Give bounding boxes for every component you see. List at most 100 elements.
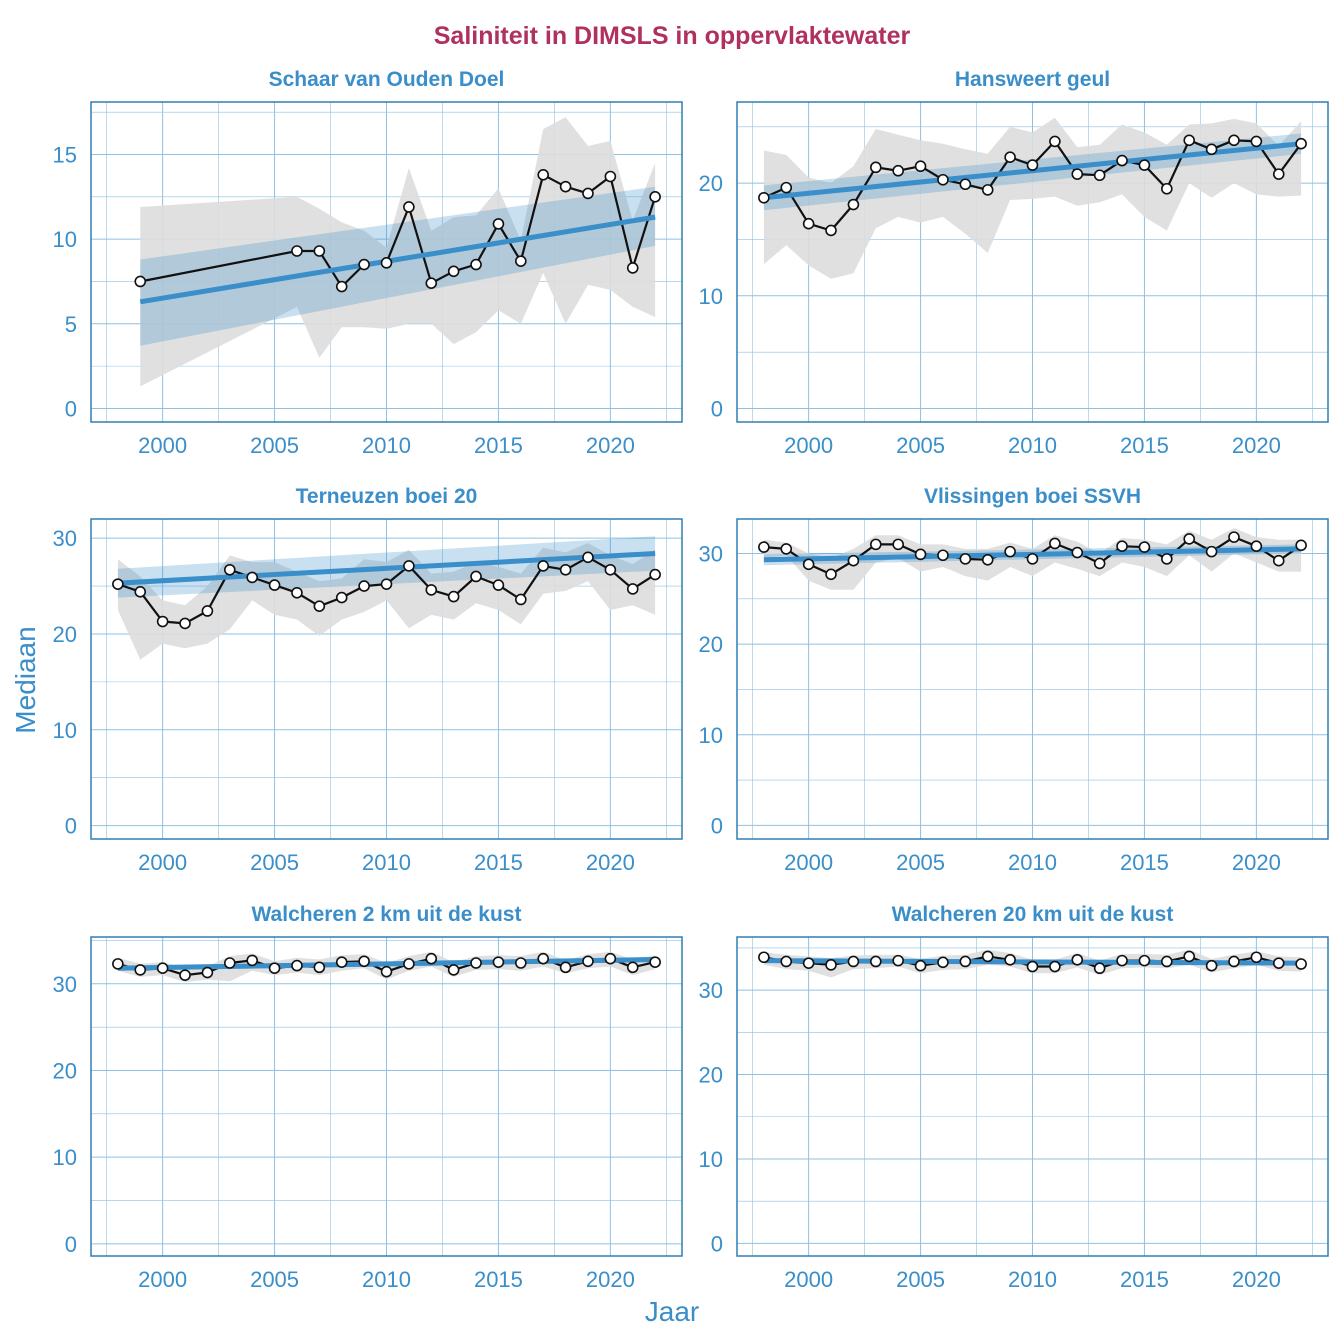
data-point xyxy=(649,956,661,968)
panel-title: Schaar van Ouden Doel xyxy=(269,68,505,91)
data-point xyxy=(134,275,147,288)
x-tick-label: 2010 xyxy=(362,850,411,875)
y-tick-label: 30 xyxy=(53,972,77,997)
x-tick-label: 2000 xyxy=(784,433,833,458)
data-point xyxy=(1183,950,1196,963)
data-point xyxy=(470,258,482,271)
x-tick-label: 2005 xyxy=(896,1267,945,1292)
data-point xyxy=(1049,537,1061,550)
data-point xyxy=(937,549,949,562)
data-point xyxy=(425,584,438,596)
data-point xyxy=(313,245,326,257)
data-point xyxy=(959,178,972,191)
data-point xyxy=(802,217,815,230)
data-point xyxy=(780,955,793,968)
y-tick-label: 20 xyxy=(53,622,77,647)
data-point xyxy=(825,959,837,971)
data-point xyxy=(179,969,191,981)
data-point xyxy=(559,563,572,576)
data-point xyxy=(335,280,348,293)
data-point xyxy=(492,218,505,230)
data-point xyxy=(1228,134,1240,147)
data-point xyxy=(403,560,415,572)
y-tick-label: 15 xyxy=(53,142,77,167)
y-tick-label: 0 xyxy=(711,396,723,421)
data-point xyxy=(582,187,594,200)
data-point xyxy=(1071,546,1084,559)
x-tick-label: 2020 xyxy=(586,850,635,875)
data-point xyxy=(1138,541,1151,553)
data-point xyxy=(358,955,370,968)
data-point xyxy=(470,957,482,969)
panel-frame xyxy=(90,101,683,423)
data-point xyxy=(1026,553,1039,565)
data-point xyxy=(626,262,639,274)
data-point xyxy=(1250,951,1263,964)
x-tick-label: 2020 xyxy=(1232,850,1281,875)
data-point xyxy=(981,950,994,963)
x-tick-label: 2020 xyxy=(586,1267,635,1292)
data-point xyxy=(959,955,972,968)
panel-1: Schaar van Ouden Doel 2000 2005 2010 2015 202… xyxy=(53,68,683,458)
data-point xyxy=(358,258,370,271)
data-point xyxy=(134,586,147,598)
x-tick-label: 2010 xyxy=(1008,1267,1057,1292)
y-tick-label: 30 xyxy=(699,978,723,1003)
data-point xyxy=(537,952,550,965)
data-point xyxy=(869,161,882,174)
data-point xyxy=(201,966,214,979)
panel-title: Walcheren 20 km uit de kust xyxy=(892,903,1174,926)
data-point xyxy=(335,956,348,968)
y-tick-label: 0 xyxy=(711,1231,723,1256)
data-point xyxy=(892,164,904,177)
x-tick-label: 2010 xyxy=(1008,433,1057,458)
data-point xyxy=(537,560,550,572)
x-tick-label: 2010 xyxy=(1008,850,1057,875)
data-point xyxy=(780,543,793,555)
data-point xyxy=(892,538,904,551)
data-point xyxy=(1205,959,1218,972)
panel-title: Walcheren 2 km uit de kust xyxy=(252,903,522,926)
data-point xyxy=(604,563,617,576)
data-point xyxy=(246,571,258,584)
data-point xyxy=(291,586,303,599)
data-point xyxy=(937,956,949,969)
data-point xyxy=(758,541,770,553)
data-point xyxy=(515,593,527,606)
x-axis-label: Jaar xyxy=(644,1296,700,1327)
x-tick-label: 2015 xyxy=(474,433,523,458)
data-point xyxy=(1026,159,1039,171)
data-point xyxy=(380,257,393,269)
panel-frame xyxy=(90,518,683,840)
x-tick-label: 2000 xyxy=(784,850,833,875)
data-point xyxy=(1093,557,1106,570)
data-point xyxy=(1093,962,1106,975)
x-tick-label: 2005 xyxy=(250,850,299,875)
data-point xyxy=(1138,954,1151,967)
data-point xyxy=(847,554,860,567)
data-point xyxy=(1183,134,1196,147)
data-point xyxy=(914,959,927,972)
data-point xyxy=(1161,955,1173,968)
data-point xyxy=(582,551,594,564)
trend-line xyxy=(117,550,656,586)
y-tick-label: 0 xyxy=(65,1232,77,1257)
data-point xyxy=(649,568,661,581)
x-tick-label: 2000 xyxy=(138,433,187,458)
data-point xyxy=(1138,159,1151,171)
data-point xyxy=(559,961,572,974)
data-point xyxy=(1093,169,1106,182)
data-point xyxy=(604,952,617,965)
data-point xyxy=(447,265,460,278)
chart-title: Saliniteit in DIMSLS in oppervlaktewater xyxy=(433,22,911,50)
y-tick-label: 30 xyxy=(699,541,723,566)
data-point xyxy=(1071,953,1084,966)
data-point xyxy=(1049,960,1061,973)
y-tick-label: 0 xyxy=(65,396,77,421)
data-point xyxy=(981,184,994,196)
data-point xyxy=(802,558,815,571)
data-point xyxy=(914,548,927,561)
data-point xyxy=(403,958,415,970)
data-point xyxy=(380,965,393,978)
